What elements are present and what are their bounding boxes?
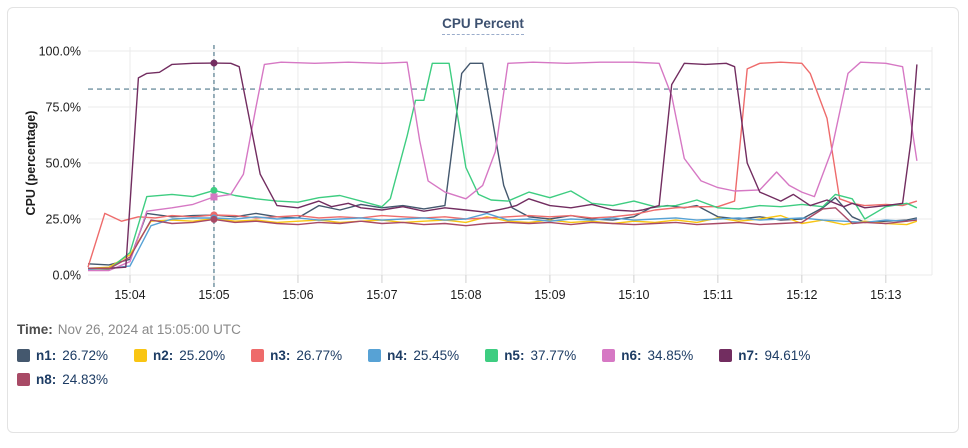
series-line-n1[interactable] [87,62,918,266]
x-axis-tick-label: 15:10 [618,288,649,302]
chart-legend: n1: 26.72% n2: 25.20% n3: 26.77% n4: 25.45% n5: 3… [8,337,908,387]
chart-title[interactable]: CPU Percent [442,16,524,35]
legend-series-name: n4: [387,348,408,363]
x-axis-tick-label: 15:08 [450,288,481,302]
series-line-n8[interactable] [87,207,917,270]
legend-series-value: 26.72% [62,348,109,363]
legend-series-name: n8: [36,372,57,387]
y-axis-title: CPU (percentage) [24,111,38,216]
crosshair-marker-n5 [210,186,218,194]
legend-series-value: 25.20% [179,348,226,363]
x-axis-tick-label: 15:05 [198,288,229,302]
legend-swatch-n7 [719,349,733,362]
time-row: Time: Nov 26, 2024 at 15:05:00 UTC [8,310,958,337]
legend-item-n8[interactable]: n8: 24.83% [17,372,108,387]
legend-item-n2[interactable]: n2: 25.20% [134,348,225,363]
legend-series-name: n7: [738,348,759,363]
x-axis-tick-label: 15:13 [870,288,901,302]
legend-series-value: 26.77% [296,348,343,363]
chart-header: CPU Percent [8,8,958,42]
time-value: Nov 26, 2024 at 15:05:00 UTC [57,322,241,337]
legend-item-n4[interactable]: n4: 25.45% [368,348,459,363]
legend-swatch-n6 [602,349,616,362]
legend-swatch-n4 [368,349,382,362]
y-axis-tick-label: 50.0% [46,157,81,171]
crosshair-marker-n7 [210,59,218,67]
series-line-n3[interactable] [87,61,918,268]
legend-series-name: n6: [621,348,642,363]
legend-item-n7[interactable]: n7: 94.61% [719,348,810,363]
legend-item-n6[interactable]: n6: 34.85% [602,348,693,363]
legend-series-value: 24.83% [62,372,109,387]
legend-swatch-n3 [251,349,265,362]
series-line-n7[interactable] [88,62,918,269]
legend-series-name: n2: [153,348,174,363]
crosshair-marker-n8 [210,215,218,223]
y-axis-tick-label: 25.0% [46,213,81,227]
legend-swatch-n5 [485,349,499,362]
x-axis-tick-label: 15:11 [703,288,733,302]
legend-series-name: n5: [504,348,525,363]
y-axis-tick-label: 0.0% [53,269,82,283]
series-line-n5[interactable] [87,62,918,271]
x-axis-tick-label: 15:04 [114,288,145,302]
crosshair-marker-n6 [210,193,218,201]
series-line-n6[interactable] [88,61,918,272]
series-line-n4[interactable] [87,212,918,271]
cpu-percent-chart[interactable]: 0.0% 25.0% 50.0% 75.0% 100.0% 15:04 15:05 15:06… [8,42,959,310]
y-axis-tick-label: 75.0% [46,101,81,115]
legend-item-n5[interactable]: n5: 37.77% [485,348,576,363]
x-axis-tick-label: 15:07 [366,288,397,302]
legend-series-value: 37.77% [530,348,577,363]
legend-series-value: 34.85% [647,348,694,363]
x-axis-tick-label: 15:06 [282,288,313,302]
legend-series-name: n3: [270,348,291,363]
y-axis-tick-label: 100.0% [39,45,81,59]
legend-item-n3[interactable]: n3: 26.77% [251,348,342,363]
legend-swatch-n2 [134,349,148,362]
x-axis-tick-label: 15:12 [786,288,817,302]
legend-swatch-n8 [17,373,30,386]
legend-series-value: 94.61% [764,348,811,363]
x-axis-tick-label: 15:09 [534,288,565,302]
legend-series-value: 25.45% [413,348,460,363]
cpu-percent-panel: CPU Percent 0.0% 25.0% 50.0% 75.0% 100.0% 15:… [7,7,959,433]
legend-series-name: n1: [36,348,57,363]
legend-item-n1[interactable]: n1: 26.72% [17,348,108,363]
legend-swatch-n1 [17,349,30,362]
time-label: Time: [17,322,53,337]
